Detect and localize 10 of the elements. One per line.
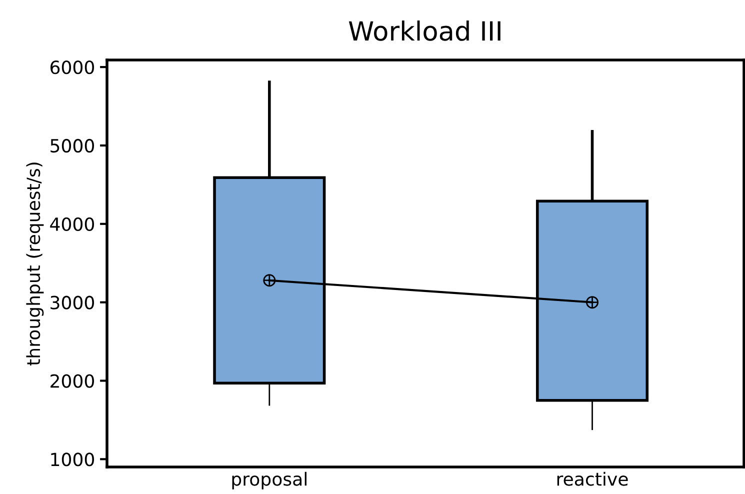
y-tick-label: 3000: [50, 296, 94, 310]
chart-title: Workload III: [348, 20, 500, 41]
y-tick-label: 5000: [50, 138, 94, 153]
y-tick-label: 4000: [50, 217, 94, 232]
x-tick-label: proposal: [232, 472, 306, 490]
x-tick-label: reactive: [557, 472, 628, 486]
y-tick-label: 6000: [50, 60, 94, 74]
y-tick-label: 2000: [50, 374, 94, 388]
y-axis-title: throughput (request/s): [26, 162, 44, 366]
y-tick-label: 1000: [51, 452, 94, 466]
